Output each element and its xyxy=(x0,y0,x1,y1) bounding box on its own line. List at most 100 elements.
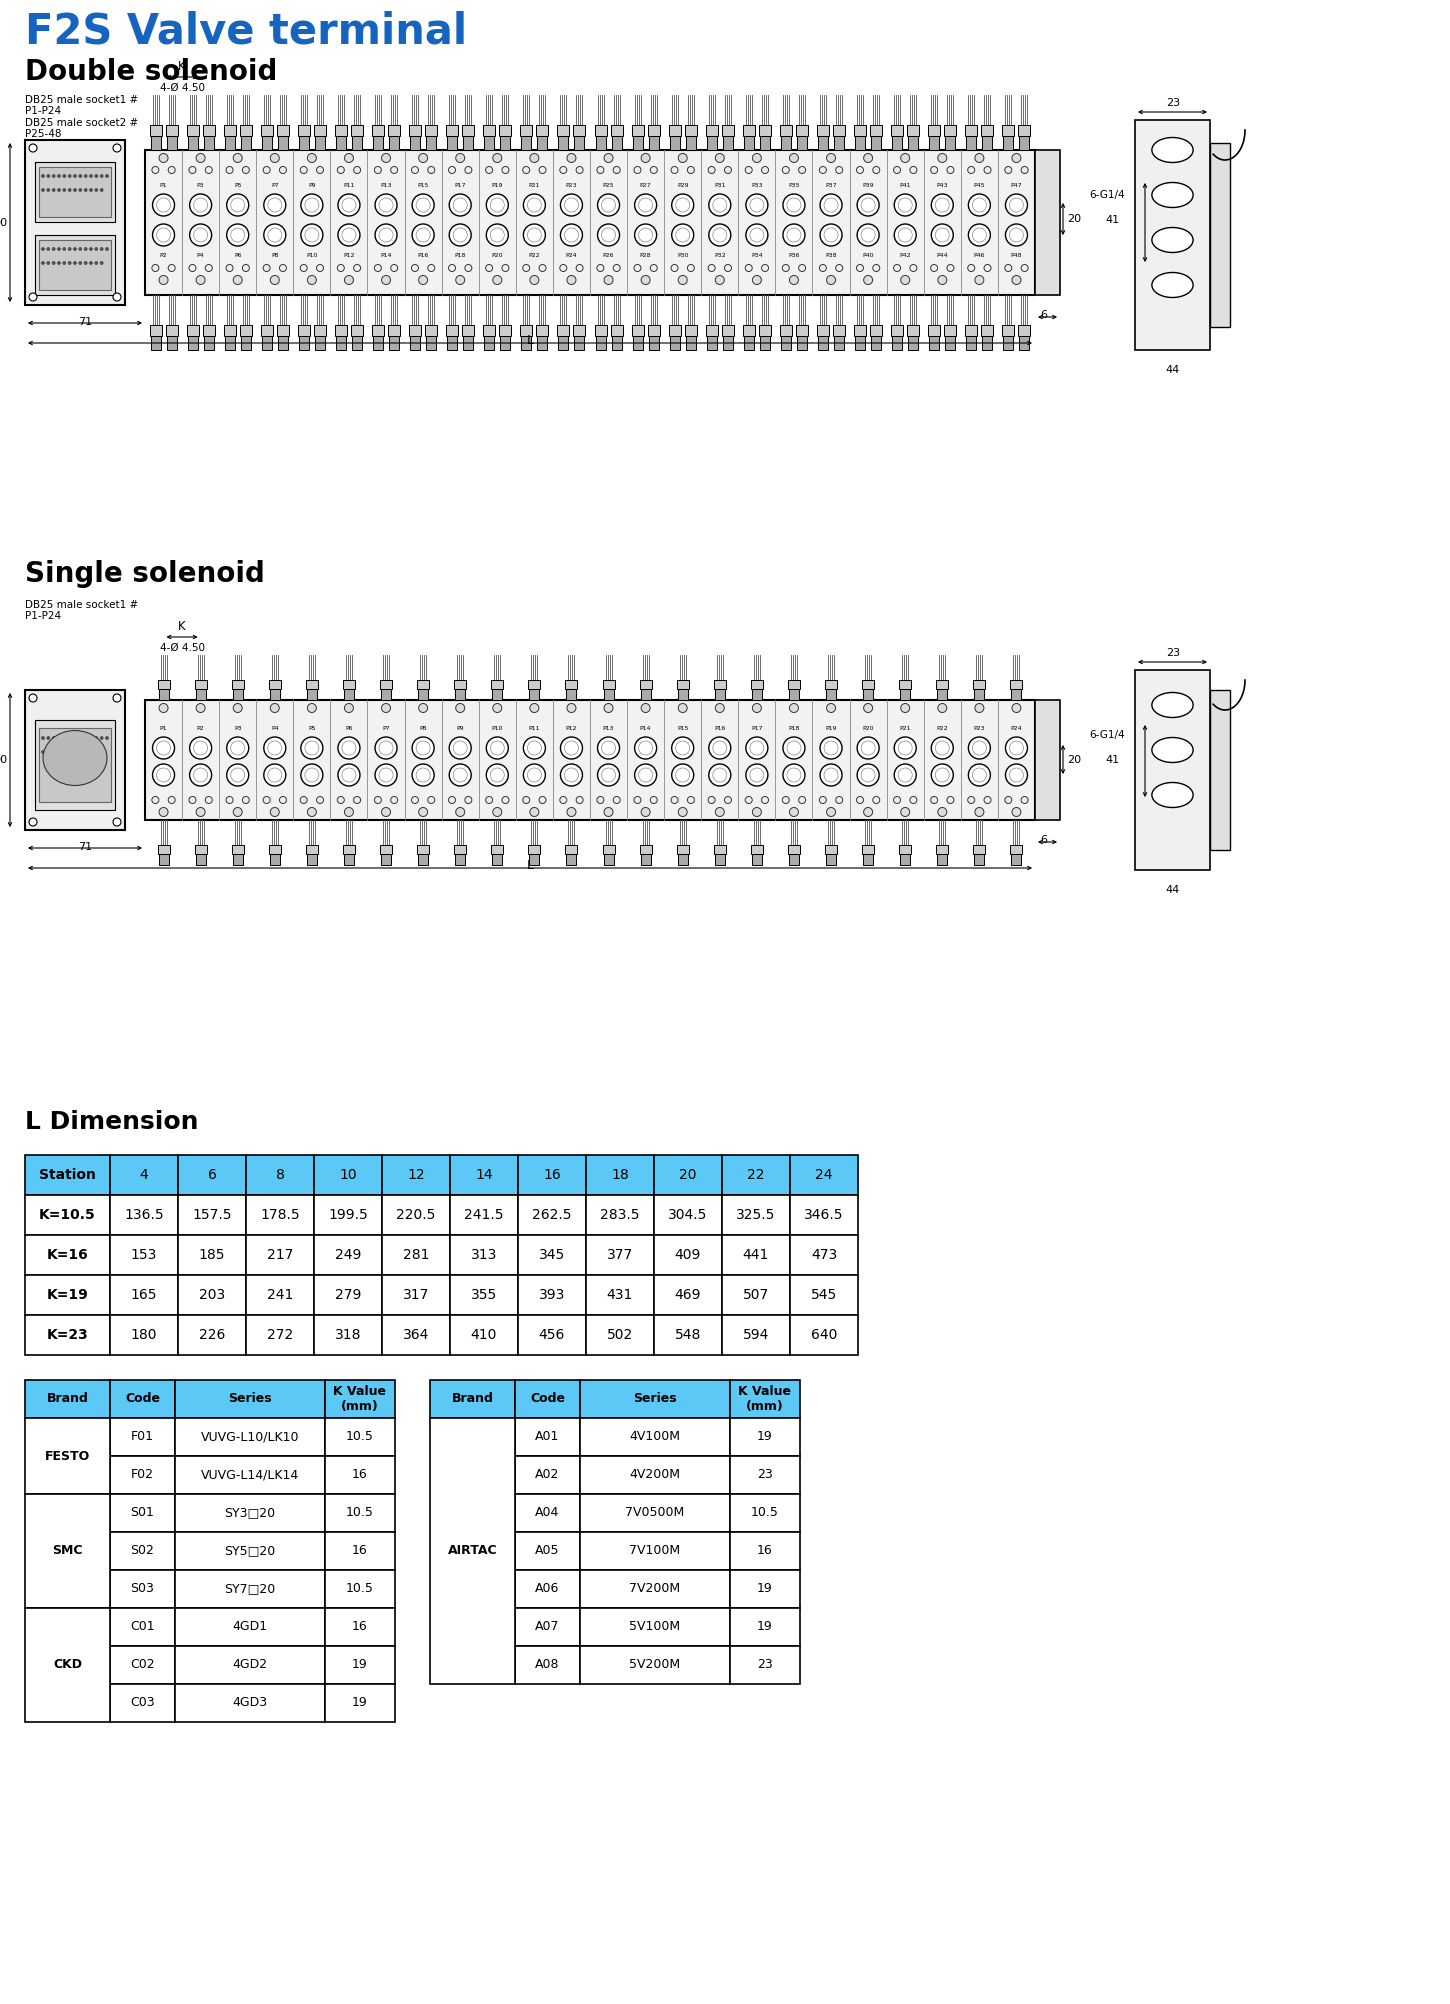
Bar xyxy=(196,854,206,866)
Text: P22: P22 xyxy=(937,725,948,731)
Circle shape xyxy=(1005,194,1028,216)
Circle shape xyxy=(90,261,93,265)
Text: 20: 20 xyxy=(679,1168,697,1182)
Text: P32: P32 xyxy=(713,253,725,257)
Text: K: K xyxy=(178,619,186,633)
Bar xyxy=(1018,325,1031,337)
Bar xyxy=(110,1495,175,1531)
Text: P2: P2 xyxy=(160,253,167,257)
Circle shape xyxy=(947,796,954,804)
Text: 6: 6 xyxy=(1040,836,1047,846)
Text: 318: 318 xyxy=(335,1329,361,1343)
Bar xyxy=(567,689,577,699)
Text: P13: P13 xyxy=(603,725,615,731)
Bar xyxy=(515,1495,580,1531)
Circle shape xyxy=(42,174,45,178)
Text: 304.5: 304.5 xyxy=(668,1208,708,1222)
Circle shape xyxy=(412,194,434,216)
Bar xyxy=(790,1275,858,1315)
Text: 185: 185 xyxy=(199,1248,225,1263)
Circle shape xyxy=(761,166,768,174)
Text: P12: P12 xyxy=(344,253,355,257)
Bar xyxy=(335,325,347,337)
Bar xyxy=(573,126,586,136)
Circle shape xyxy=(522,166,529,174)
Bar xyxy=(325,1683,394,1721)
Bar xyxy=(175,1531,325,1569)
Bar xyxy=(203,325,215,337)
Circle shape xyxy=(376,224,397,246)
Circle shape xyxy=(898,741,912,756)
Circle shape xyxy=(638,198,652,212)
Circle shape xyxy=(635,224,657,246)
Bar xyxy=(25,1495,110,1607)
Bar xyxy=(194,846,206,854)
Text: P9: P9 xyxy=(457,725,464,731)
Text: P4: P4 xyxy=(271,725,278,731)
Circle shape xyxy=(280,796,287,804)
Circle shape xyxy=(74,737,77,739)
Circle shape xyxy=(190,224,212,246)
Circle shape xyxy=(94,188,97,192)
Circle shape xyxy=(835,166,842,174)
Text: 313: 313 xyxy=(471,1248,497,1263)
Bar xyxy=(899,679,911,689)
Circle shape xyxy=(561,737,583,760)
Text: P42: P42 xyxy=(899,253,911,257)
Circle shape xyxy=(715,154,725,162)
Circle shape xyxy=(1005,166,1012,174)
Text: Code: Code xyxy=(531,1393,566,1405)
Bar xyxy=(742,325,755,337)
Text: P26: P26 xyxy=(603,253,615,257)
Circle shape xyxy=(233,703,242,713)
Circle shape xyxy=(100,737,103,739)
Circle shape xyxy=(342,741,355,756)
Circle shape xyxy=(412,265,419,271)
Bar xyxy=(715,689,725,699)
Bar xyxy=(336,136,347,150)
Bar xyxy=(39,166,112,216)
Circle shape xyxy=(100,248,103,250)
Circle shape xyxy=(490,228,505,242)
Text: 393: 393 xyxy=(539,1289,566,1303)
Circle shape xyxy=(486,265,493,271)
Circle shape xyxy=(1005,737,1028,760)
Bar xyxy=(381,1315,450,1355)
Circle shape xyxy=(378,768,393,782)
Bar xyxy=(612,136,622,150)
Circle shape xyxy=(947,166,954,174)
Bar xyxy=(594,126,606,136)
Bar xyxy=(315,1194,381,1234)
Circle shape xyxy=(231,228,245,242)
Text: 5V100M: 5V100M xyxy=(629,1621,680,1633)
Circle shape xyxy=(381,154,390,162)
Bar xyxy=(1019,136,1030,150)
Bar xyxy=(871,337,882,351)
Bar xyxy=(239,325,252,337)
Circle shape xyxy=(302,194,323,216)
Circle shape xyxy=(783,194,805,216)
Bar xyxy=(528,846,541,854)
Circle shape xyxy=(262,166,270,174)
Bar xyxy=(158,846,170,854)
Bar xyxy=(447,136,457,150)
Circle shape xyxy=(242,796,249,804)
Bar xyxy=(596,337,606,351)
Circle shape xyxy=(270,808,280,816)
Circle shape xyxy=(196,275,204,285)
Text: P46: P46 xyxy=(973,253,985,257)
Bar xyxy=(677,689,687,699)
Text: P17: P17 xyxy=(751,725,763,731)
Bar xyxy=(493,854,502,866)
Text: 16: 16 xyxy=(352,1469,368,1481)
Bar xyxy=(944,325,957,337)
Circle shape xyxy=(194,228,207,242)
Text: P41: P41 xyxy=(899,182,911,188)
Text: P1-P24: P1-P24 xyxy=(25,106,61,116)
Bar xyxy=(25,1234,110,1275)
Circle shape xyxy=(713,228,726,242)
Bar xyxy=(110,1683,175,1721)
Bar xyxy=(580,1495,729,1531)
Circle shape xyxy=(938,703,947,713)
Circle shape xyxy=(824,228,838,242)
